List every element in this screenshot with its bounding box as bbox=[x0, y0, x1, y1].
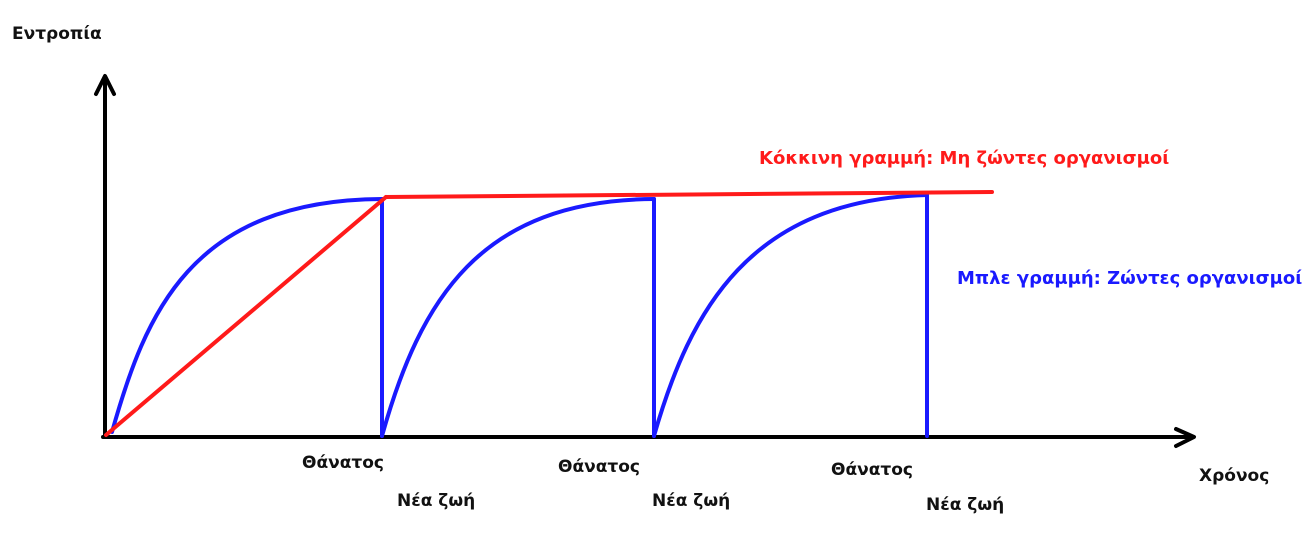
red-series bbox=[104, 190, 994, 437]
death-label-2: Θάνατος bbox=[558, 457, 640, 477]
y-axis-arrowhead bbox=[94, 74, 116, 96]
red-rise-line bbox=[104, 195, 388, 437]
new-life-label-2: Νέα ζωή bbox=[652, 491, 731, 511]
death-label-3: Θάνατος bbox=[831, 460, 913, 480]
y-axis-label: Εντροπία bbox=[12, 24, 102, 44]
new-life-label-1: Νέα ζωή bbox=[397, 491, 476, 511]
blue-series bbox=[110, 193, 929, 438]
legend-blue-text: Μπλε γραμμή: Ζώντες οργανισμοί bbox=[957, 268, 1303, 289]
blue-growth-curve-3 bbox=[652, 193, 929, 438]
new-life-label-3: Νέα ζωή bbox=[926, 495, 1005, 515]
x-axis-label: Χρόνος bbox=[1199, 466, 1270, 486]
legend-red-text: Κόκκινη γραμμή: Μη ζώντες οργανισμοί bbox=[759, 148, 1170, 169]
death-label-1: Θάνατος bbox=[302, 453, 384, 473]
blue-growth-curve-2 bbox=[380, 197, 656, 438]
x-axis-arrowhead bbox=[1174, 427, 1196, 448]
blue-growth-curve-1 bbox=[110, 197, 384, 434]
red-plateau-line bbox=[384, 190, 994, 199]
